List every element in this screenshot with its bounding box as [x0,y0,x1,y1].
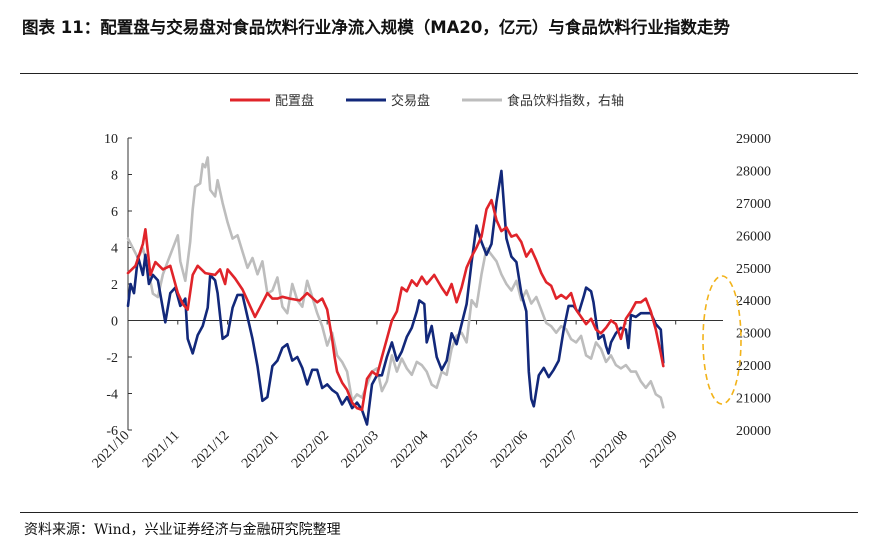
right-tick-label: 21000 [736,392,771,407]
right-tick-label: 27000 [736,197,771,212]
left-tick-label: 4 [111,242,118,257]
source-note: 资料来源：Wind，兴业证券经济与金融研究院整理 [24,522,341,538]
x-tick-label: 2021/11 [140,428,183,471]
legend-label-1: 交易盘 [391,93,430,109]
series-line-0 [126,198,665,412]
series-line-2 [126,156,665,409]
x-tick-label: 2022/08 [588,428,631,471]
right-tick-label: 25000 [736,262,771,277]
x-tick-label: 2022/07 [538,428,581,471]
left-tick-label: 10 [104,132,118,147]
x-tick-label: 2022/02 [289,428,332,471]
x-tick-label: 2021/12 [189,428,232,471]
legend-label-2: 食品饮料指数，右轴 [507,93,624,109]
right-tick-label: 29000 [736,132,771,147]
left-tick-label: 6 [111,205,118,220]
chart-axes: 10 8 6 4 2 0 -2 -4 -6 29000 28000 27000 26000 25000 24… [90,132,771,471]
legend-label-0: 配置盘 [275,93,314,109]
right-tick-label: 20000 [736,424,771,439]
figure-title: 图表 11：配置盘与交易盘对食品饮料行业净流入规模（MA20，亿元）与食品饮料行… [22,18,730,37]
right-tick-label: 26000 [736,229,771,244]
left-tick-label: -2 [106,351,118,366]
chart-lines [126,156,665,426]
chart-legend: 配置盘 交易盘 食品饮料指数，右轴 [230,93,624,109]
right-tick-label: 23000 [736,327,771,342]
left-tick-label: 0 [111,315,118,330]
x-tick-label: 2022/09 [637,428,680,471]
right-tick-label: 22000 [736,359,771,374]
line-chart: 10 8 6 4 2 0 -2 -4 -6 29000 28000 27000 26000 25000 24… [90,93,771,471]
x-tick-label: 2022/06 [488,428,531,471]
left-tick-label: 2 [111,278,118,293]
left-tick-label: -6 [106,424,118,439]
left-tick-label: 8 [111,169,118,184]
x-tick-label: 2022/03 [339,428,382,471]
x-tick-label: 2022/01 [239,428,282,471]
right-tick-label: 28000 [736,164,771,179]
x-tick-label: 2022/04 [389,428,432,471]
x-tick-label: 2022/05 [438,428,481,471]
title-rule [20,73,858,74]
left-tick-label: -4 [106,388,118,403]
highlight-ellipse [702,275,742,405]
series-line-1 [126,169,665,426]
source-rule [20,512,858,513]
right-tick-label: 24000 [736,294,771,309]
